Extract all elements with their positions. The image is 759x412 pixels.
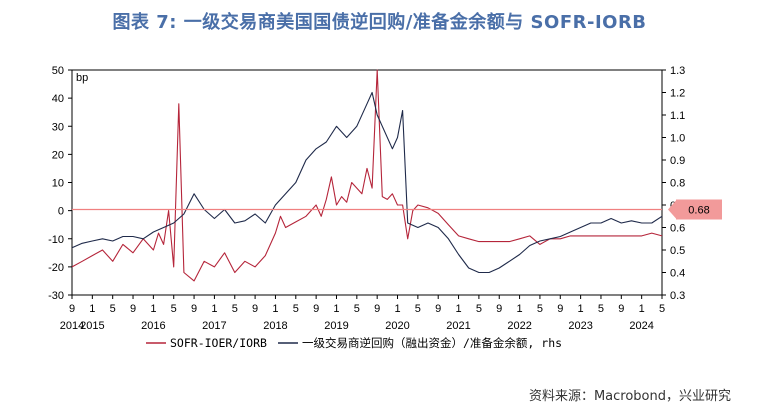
reference-badge	[676, 199, 722, 220]
source-note: 资料来源：Macrobond，兴业研究	[528, 389, 731, 404]
reference-badge-label: 0.68	[688, 205, 709, 217]
left-axis-tick-label: 10	[52, 178, 64, 190]
left-axis-tick-label: 20	[52, 149, 64, 161]
right-axis-tick-label: 1.2	[670, 88, 685, 100]
x-axis-year-label: 2023	[568, 320, 592, 332]
x-axis-year-label: 2017	[202, 320, 226, 332]
x-axis-month-label: 9	[557, 303, 563, 315]
x-axis-month-label: 1	[333, 303, 339, 315]
left-axis-tick-label: -10	[48, 234, 64, 246]
right-axis-tick-label: 0.4	[670, 268, 685, 280]
left-axis-tick-label: 30	[52, 121, 64, 133]
x-axis-month-label: 5	[415, 303, 421, 315]
legend-label-sofr: SOFR-IOER/IORB	[170, 336, 267, 350]
x-axis-month-label: 1	[211, 303, 217, 315]
x-axis-month-label: 9	[618, 303, 624, 315]
left-axis-tick-label: 0	[58, 206, 64, 218]
left-axis-unit: bp	[76, 72, 88, 84]
right-axis-tick-label: 1.0	[670, 133, 685, 145]
x-axis-month-label: 9	[252, 303, 258, 315]
left-axis-tick-label: 50	[52, 65, 64, 77]
x-axis-month-label: 9	[191, 303, 197, 315]
chart-title: 图表 7: 一级交易商美国国债逆回购/准备金余额与 SOFR-IORB	[112, 12, 647, 33]
x-axis-month-label: 5	[537, 303, 543, 315]
x-axis-month-label: 9	[496, 303, 502, 315]
x-axis-year-label: 2019	[324, 320, 348, 332]
x-axis-year-label: 2024	[629, 320, 653, 332]
right-axis-tick-label: 0.8	[670, 178, 685, 190]
x-axis-year-label: 2020	[385, 320, 409, 332]
legend-label-repo: 一级交易商逆回购（融出资金）/准备金余额, rhs	[302, 336, 562, 350]
repo-reserve-ratio-line	[71, 91, 663, 274]
right-axis-tick-label: 0.5	[670, 245, 685, 257]
x-axis-month-label: 9	[435, 303, 441, 315]
x-axis-month-label: 1	[517, 303, 523, 315]
left-axis-tick-label: -20	[48, 262, 64, 274]
x-axis-month-label: 9	[374, 303, 380, 315]
x-axis-month-label: 9	[130, 303, 136, 315]
x-axis-month-label: 5	[232, 303, 238, 315]
sofr-iorb-line	[71, 69, 663, 282]
x-axis-year-label: 2016	[141, 320, 165, 332]
x-axis-month-label: 5	[110, 303, 116, 315]
x-axis-month-label: 1	[150, 303, 156, 315]
x-axis-month-label: 9	[69, 303, 75, 315]
x-axis-month-label: 5	[354, 303, 360, 315]
x-axis-month-label: 1	[455, 303, 461, 315]
right-axis-tick-label: 0.3	[670, 290, 685, 302]
x-axis-month-label: 5	[598, 303, 604, 315]
left-axis-tick-label: 40	[52, 93, 64, 105]
right-axis-tick-label: 0.6	[670, 223, 685, 235]
x-axis-month-label: 9	[313, 303, 319, 315]
reference-badge-pointer	[668, 200, 676, 219]
x-axis-month-label: 5	[293, 303, 299, 315]
x-axis-month-label: 5	[171, 303, 177, 315]
x-axis-month-label: 1	[394, 303, 400, 315]
right-axis-tick-label: 1.3	[670, 65, 685, 77]
x-axis-month-label: 5	[476, 303, 482, 315]
x-axis-month-label: 5	[659, 303, 665, 315]
x-axis-year-label: 2015	[80, 320, 104, 332]
x-axis-year-label: 2022	[507, 320, 531, 332]
x-axis-month-label: 1	[272, 303, 278, 315]
left-axis-tick-label: -30	[48, 290, 64, 302]
x-axis-year-label: 2014	[60, 320, 84, 332]
right-axis-tick-label: 0.9	[670, 155, 685, 167]
x-axis-month-label: 1	[89, 303, 95, 315]
x-axis-year-label: 2018	[263, 320, 287, 332]
x-axis-year-label: 2021	[446, 320, 470, 332]
right-axis-tick-label: 1.1	[670, 110, 685, 122]
x-axis-month-label: 1	[639, 303, 645, 315]
x-axis-month-label: 1	[578, 303, 584, 315]
